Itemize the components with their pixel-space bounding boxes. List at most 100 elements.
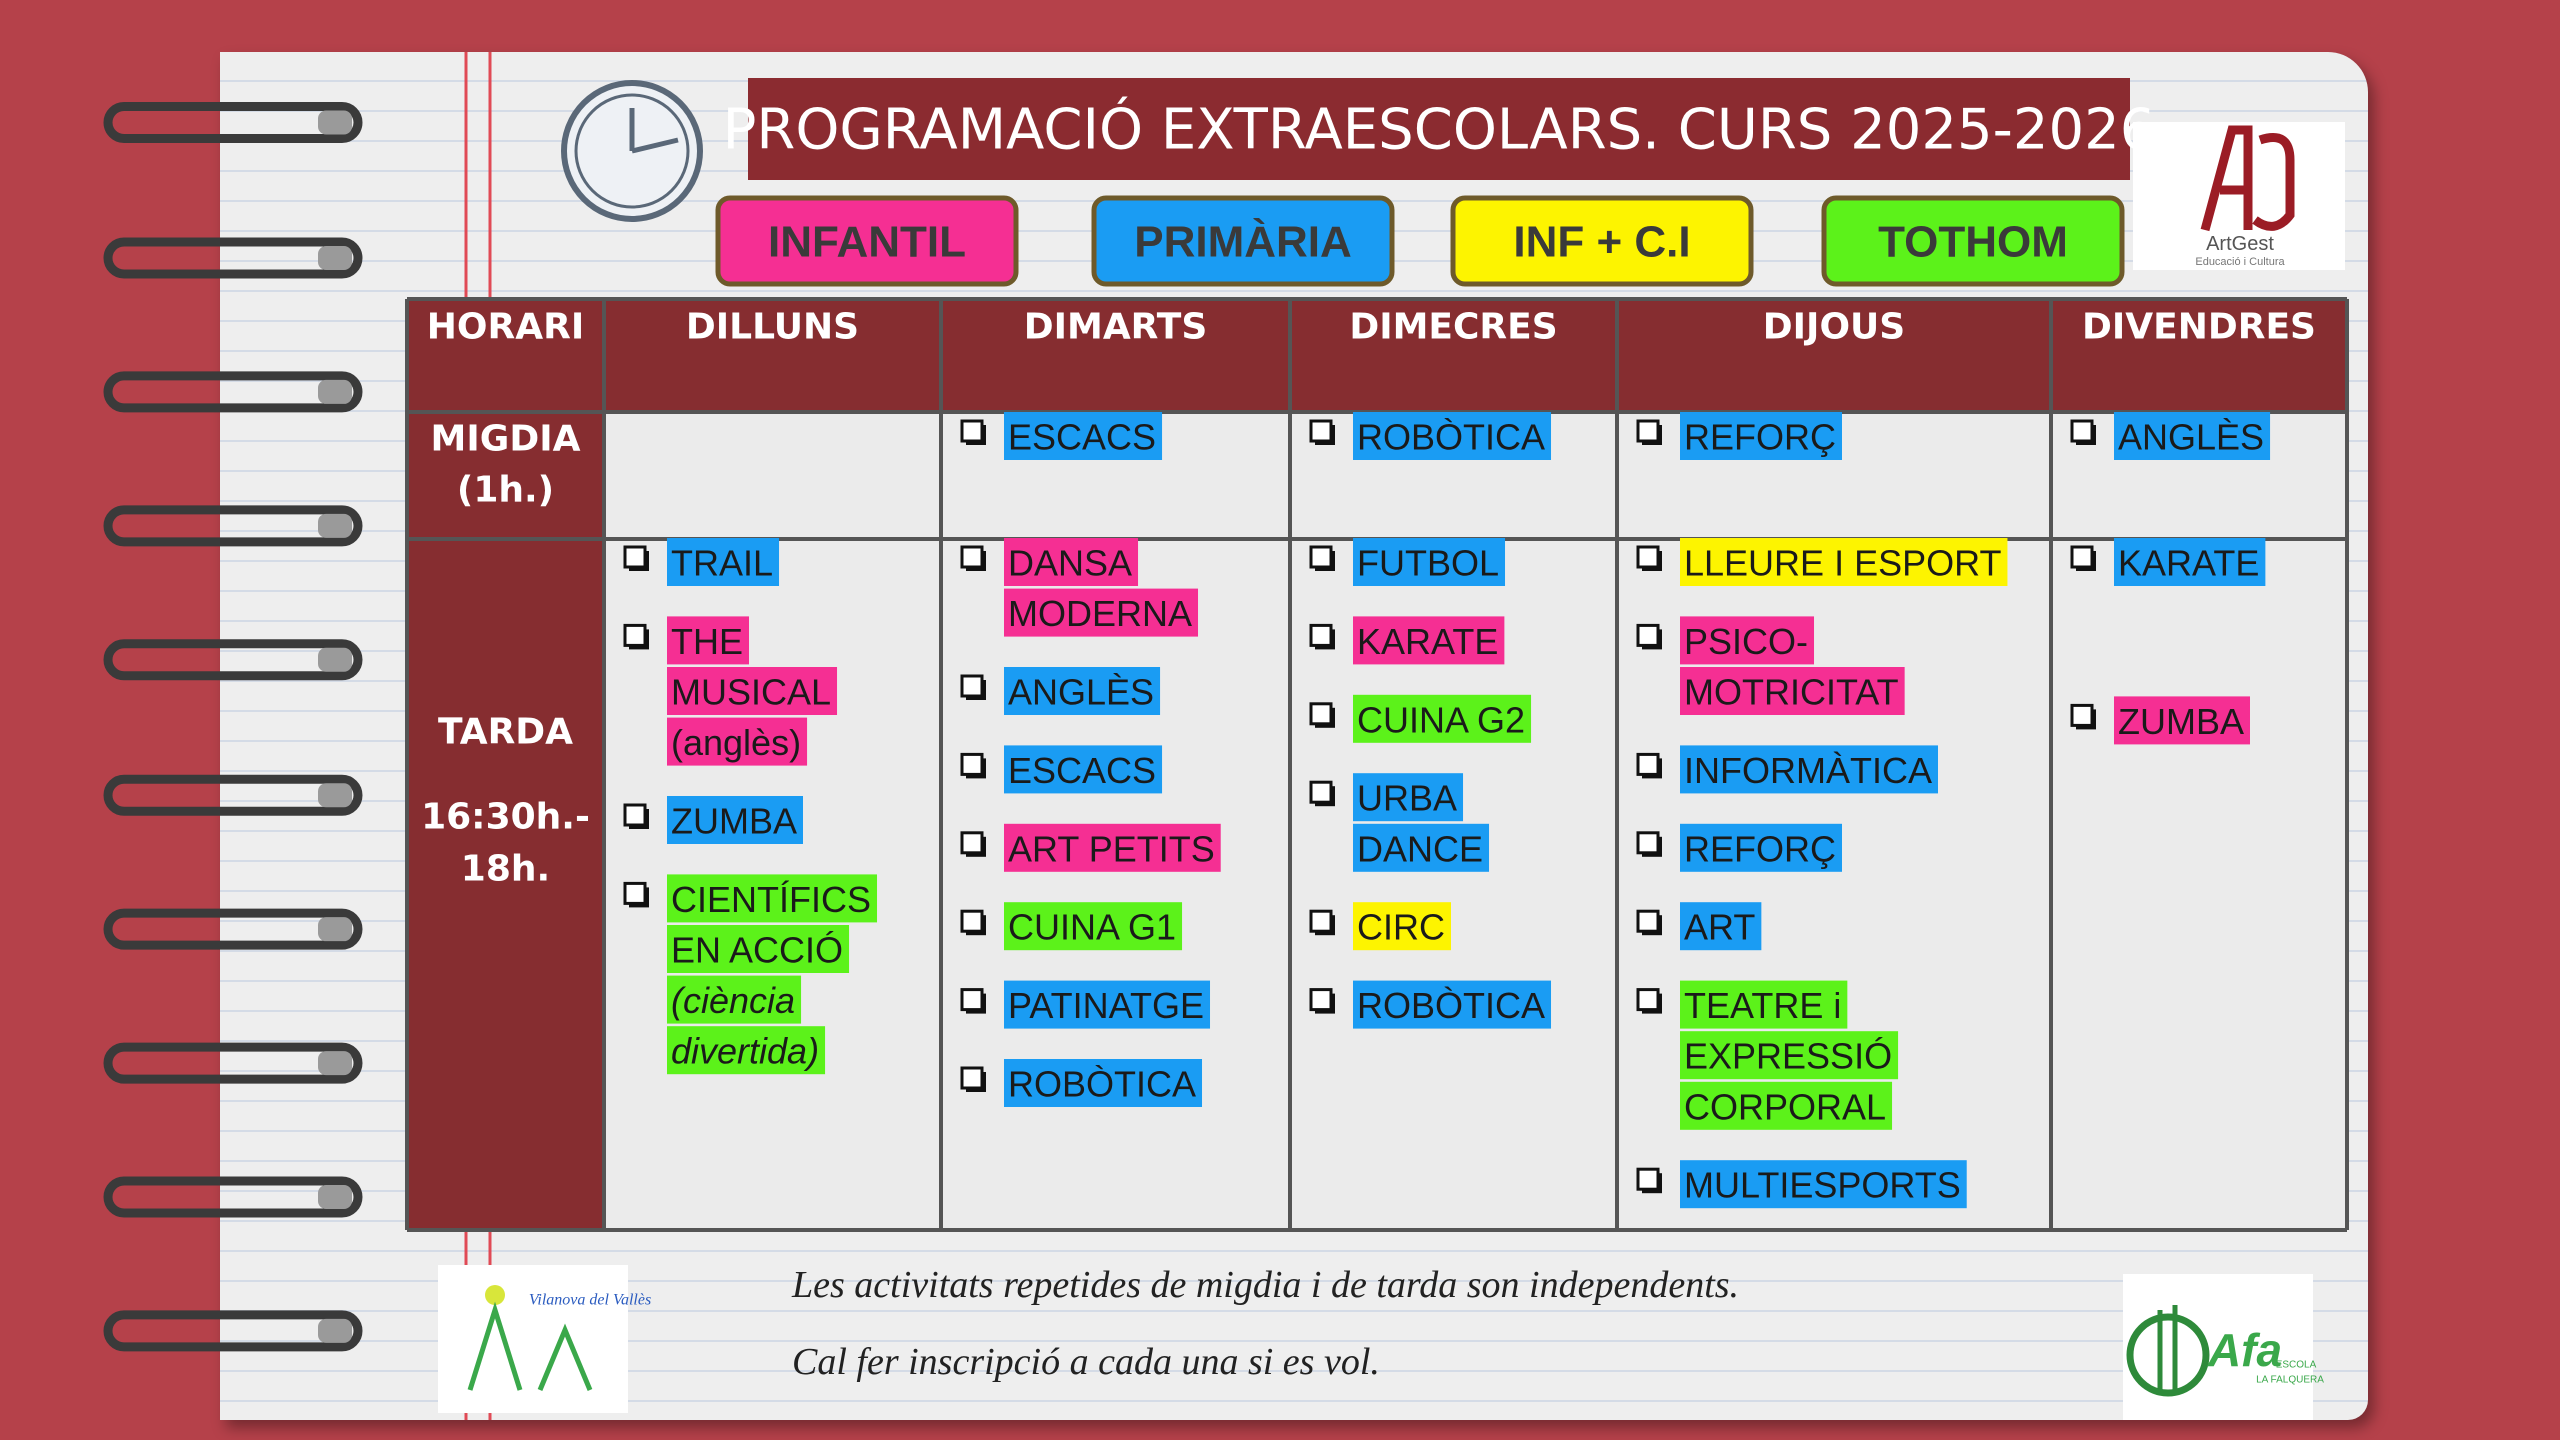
spiral-hole	[318, 513, 352, 538]
column-header: DIJOUS	[1763, 307, 1905, 348]
activity: (ciència	[671, 980, 795, 1021]
highlight	[1353, 823, 1490, 872]
highlight	[2114, 538, 2266, 586]
spiral-ring	[103, 505, 363, 547]
highlight	[1680, 823, 1842, 872]
highlight	[1680, 1081, 1893, 1130]
activity: EN ACCIÓ	[671, 930, 843, 971]
checkbox	[960, 752, 984, 776]
spiral-hole	[318, 1318, 352, 1343]
footer-note: Cal fer inscripció a cada una si es vol.	[792, 1341, 1380, 1383]
highlight	[1004, 980, 1211, 1029]
highlight	[1004, 902, 1183, 951]
checkbox	[1636, 1167, 1660, 1191]
activity: KARATE	[2118, 543, 2259, 584]
column-header: HORARI	[427, 307, 584, 348]
activity: MUSICAL	[671, 672, 831, 713]
checkbox	[1636, 752, 1660, 776]
spiral-ring	[103, 908, 363, 950]
highlight	[1353, 616, 1505, 665]
activity: FUTBOL	[1357, 543, 1499, 584]
checkbox	[623, 545, 647, 569]
footer-note: Les activitats repetides de migdia i de …	[791, 1264, 1739, 1306]
highlight	[667, 538, 780, 586]
logo-text: Educació i Cultura	[2195, 256, 2285, 268]
checkbox	[1636, 831, 1660, 855]
activity: (anglès)	[671, 722, 801, 763]
highlight	[667, 874, 878, 923]
highlight	[1353, 902, 1451, 951]
highlight	[2114, 696, 2250, 745]
legend-button	[1091, 195, 1395, 287]
activity: ART PETITS	[1008, 828, 1215, 869]
highlight	[1353, 538, 1506, 586]
checkbox	[1636, 623, 1660, 647]
column-header: DIVENDRES	[2082, 307, 2316, 348]
checkbox	[1636, 545, 1660, 569]
checkbox	[1636, 419, 1660, 443]
column-header: DIMECRES	[1349, 307, 1557, 348]
legend-label: TOTHOM	[1878, 218, 2068, 267]
activity: REFORÇ	[1684, 417, 1836, 458]
legend-button	[1821, 195, 2125, 287]
logo-text: LA FALQUERA	[2256, 1375, 2324, 1386]
checkbox	[960, 1066, 984, 1090]
row-label: 18h.	[461, 849, 550, 890]
spiral-hole	[318, 647, 352, 672]
activity: TRAIL	[671, 543, 773, 584]
spiral-ring	[103, 237, 363, 279]
highlight	[1680, 980, 1848, 1029]
activity: EXPRESSIÓ	[1684, 1036, 1892, 1077]
checkbox	[623, 881, 647, 905]
highlight	[1353, 773, 1464, 822]
activity: INFORMÀTICA	[1684, 750, 1932, 791]
artgest-logo: ArtGest Educació i Cultura	[2133, 122, 2345, 270]
spiral-ring	[103, 1042, 363, 1084]
legend-button	[715, 195, 1019, 287]
spiral-ring	[103, 101, 363, 143]
checkbox	[1309, 909, 1333, 933]
checkbox	[623, 623, 647, 647]
logo-text: ArtGest	[2206, 233, 2274, 255]
checkbox	[1309, 419, 1333, 443]
activity: PSICO-	[1684, 621, 1808, 662]
ampa-logo: Vilanova del Vallès	[438, 1265, 651, 1413]
activity: ROBÒTICA	[1357, 417, 1545, 458]
legend-label: INF + C.I	[1513, 218, 1690, 267]
activity: LLEURE I ESPORT	[1684, 543, 2001, 584]
highlight	[667, 717, 808, 766]
highlight	[1004, 588, 1199, 637]
logo-text: Vilanova del Vallès	[529, 1292, 651, 1309]
legend-button	[1450, 195, 1754, 287]
checkbox	[2070, 419, 2094, 443]
row-label: 16:30h.-	[421, 797, 590, 838]
title-bar	[748, 78, 2130, 180]
spiral-hole	[318, 246, 352, 271]
row-label: TARDA	[438, 712, 573, 753]
highlight	[667, 616, 749, 665]
activity: ESCACS	[1008, 750, 1156, 791]
checkbox	[2070, 545, 2094, 569]
checkbox	[960, 419, 984, 443]
activity: MULTIESPORTS	[1684, 1165, 1961, 1206]
spiral-ring	[103, 1310, 363, 1352]
spiral-hole	[318, 1051, 352, 1076]
checkbox	[2070, 703, 2094, 727]
highlight	[1680, 412, 1842, 460]
highlight	[1680, 538, 2008, 586]
highlight	[1004, 1059, 1203, 1107]
checkbox	[1636, 988, 1660, 1012]
row-label: MIGDIA	[431, 419, 581, 460]
checkbox	[623, 803, 647, 827]
spiral-hole	[318, 783, 352, 808]
highlight	[1680, 667, 1905, 715]
highlight	[2114, 412, 2271, 460]
activity: TEATRE i	[1684, 985, 1841, 1026]
logo-text: ESCOLA	[2276, 1360, 2317, 1371]
checkbox	[960, 909, 984, 933]
checkbox	[1309, 702, 1333, 726]
spiral-hole	[318, 1184, 352, 1209]
highlight	[667, 925, 850, 973]
activity: CIRC	[1357, 907, 1445, 948]
